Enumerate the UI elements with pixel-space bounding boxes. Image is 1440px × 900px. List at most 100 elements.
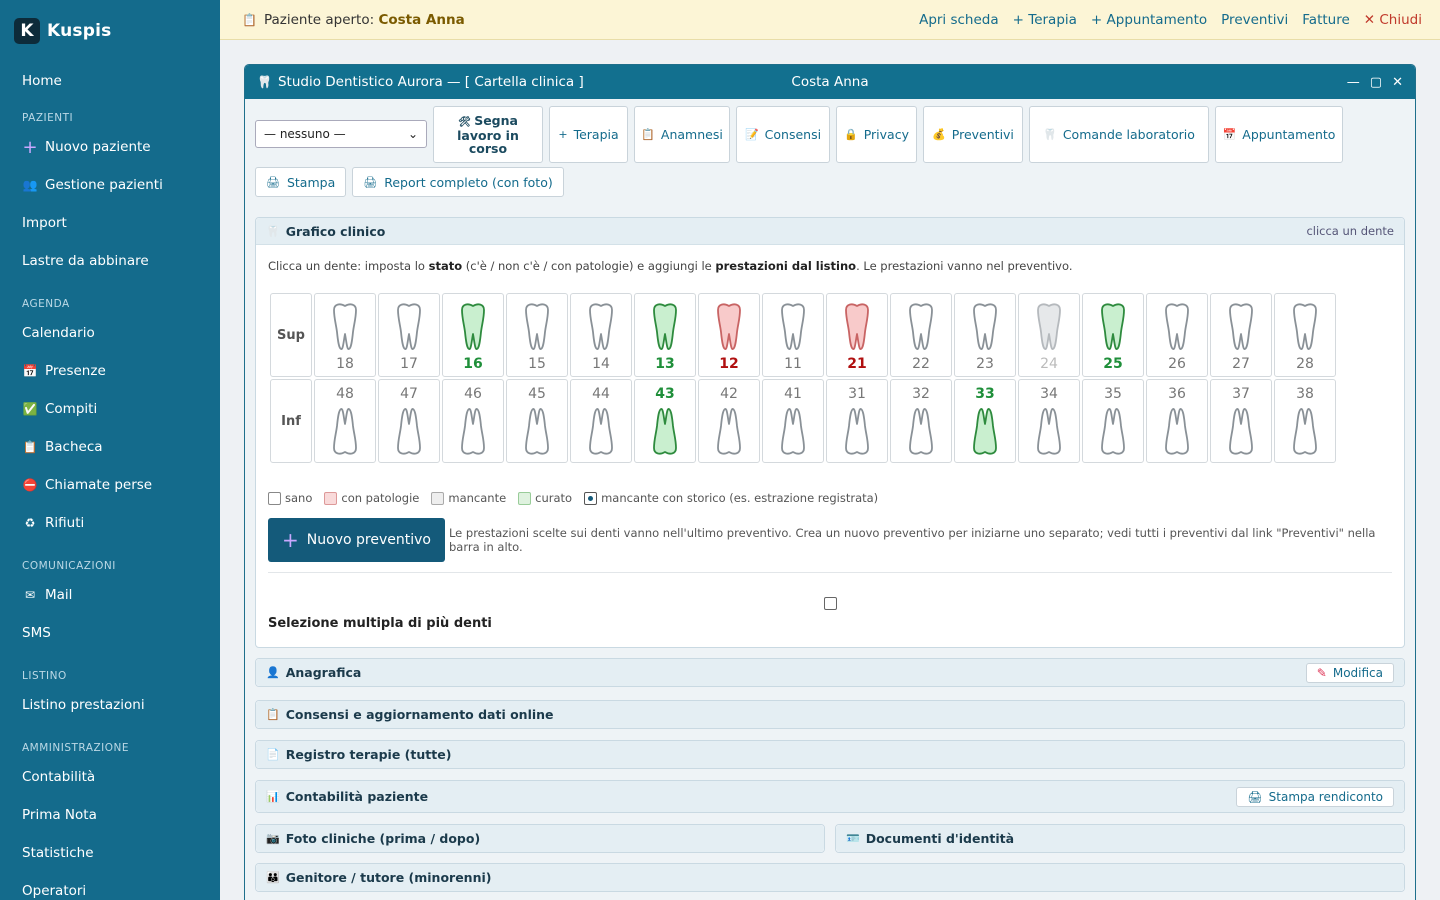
tooth-23[interactable]: 23 [954, 293, 1016, 377]
sidebar-item-label: Prima Nota [22, 807, 97, 823]
sidebar-item-import[interactable]: Import [0, 204, 220, 242]
tooth-35[interactable]: 35 [1082, 379, 1144, 463]
full-report-button[interactable]: 🖨 Report completo (con foto) [352, 167, 564, 197]
legend-label: sano [285, 491, 313, 505]
sidebar-item-prima-nota[interactable]: Prima Nota [0, 796, 220, 834]
tooth-34[interactable]: 34 [1018, 379, 1080, 463]
foto-title: Foto cliniche (prima / dopo) [285, 831, 481, 846]
tooth-31[interactable]: 31 [826, 379, 888, 463]
window-body: — nessuno — ⌄ 🛠 Segna lavoro in corso + T… [245, 99, 1415, 900]
tooth-26[interactable]: 26 [1146, 293, 1208, 377]
segna-lavoro-button[interactable]: 🛠 Segna lavoro in corso [433, 105, 543, 163]
tooth-25[interactable]: 25 [1082, 293, 1144, 377]
sidebar-item-gestione-pazienti[interactable]: 👥 Gestione pazienti [0, 166, 220, 204]
tooth-14[interactable]: 14 [570, 293, 632, 377]
tooth-16[interactable]: 16 [442, 293, 504, 377]
tooth-38[interactable]: 38 [1274, 379, 1336, 463]
maximize-icon[interactable]: ▢ [1369, 74, 1383, 90]
sidebar-item-mail[interactable]: ✉ Mail [0, 576, 220, 614]
tooth-number: 24 [1040, 356, 1058, 372]
toolbar-preventivi-button[interactable]: 💰 Preventivi [923, 105, 1023, 163]
patient-bar-link-terapia[interactable]: + Terapia [1012, 11, 1077, 28]
toolbar-terapia-button[interactable]: + Terapia [549, 105, 628, 163]
tooth-37[interactable]: 37 [1210, 379, 1272, 463]
patient-bar-link-preventivi[interactable]: Preventivi [1221, 11, 1289, 28]
tooth-27[interactable]: 27 [1210, 293, 1272, 377]
tooth-36[interactable]: 36 [1146, 379, 1208, 463]
edit-label: Modifica [1332, 665, 1383, 680]
tooth-48[interactable]: 48 [314, 379, 376, 463]
stampa-rendiconto-label: Stampa rendiconto [1268, 789, 1383, 804]
sidebar-item-rifiuti[interactable]: ♻ Rifiuti [0, 504, 220, 542]
tooth-15[interactable]: 15 [506, 293, 568, 377]
tooth-24[interactable]: 24 [1018, 293, 1080, 377]
tooth-13[interactable]: 13 [634, 293, 696, 377]
sidebar-item-home[interactable]: Home [0, 62, 220, 100]
clinical-chart-header[interactable]: 🦷 Grafico clinico clicca un dente [256, 218, 1404, 245]
toolbar-comande-laboratorio-button[interactable]: 🦷 Comande laboratorio [1029, 105, 1209, 163]
tooth-17[interactable]: 17 [378, 293, 440, 377]
toolbar-anamnesi-button[interactable]: 📋 Anamnesi [634, 105, 730, 163]
sidebar-item-statistiche[interactable]: Statistiche [0, 834, 220, 872]
tooth-33[interactable]: 33 [954, 379, 1016, 463]
tooth-45[interactable]: 45 [506, 379, 568, 463]
work-select[interactable]: — nessuno — ⌄ [255, 120, 427, 148]
tooth-12[interactable]: 12 [698, 293, 760, 377]
tooth-22[interactable]: 22 [890, 293, 952, 377]
brand[interactable]: K Kuspis [0, 0, 220, 62]
sidebar-item-bacheca[interactable]: 📋 Bacheca [0, 428, 220, 466]
tooth-43[interactable]: 43 [634, 379, 696, 463]
foto-header[interactable]: 📷 Foto cliniche (prima / dopo) [256, 825, 824, 852]
toolbar-appuntamento-button[interactable]: 📅 Appuntamento [1215, 105, 1343, 163]
tooth-42[interactable]: 42 [698, 379, 760, 463]
toolbar-button-label: Appuntamento [1242, 126, 1336, 142]
consensi-header[interactable]: 📋 Consensi e aggiornamento dati online [256, 701, 1404, 728]
dental-chart: Sup 18 17 16 15 14 13 12 11 21 22 23 24 25 26 27 28 Inf… [270, 293, 1404, 463]
tooth-18[interactable]: 18 [314, 293, 376, 377]
sidebar-item-sms[interactable]: SMS [0, 614, 220, 652]
tooth-46[interactable]: 46 [442, 379, 504, 463]
tooth-32[interactable]: 32 [890, 379, 952, 463]
close-patient-link[interactable]: ✕ Chiudi [1363, 11, 1422, 28]
upper-arch-label: Sup [270, 293, 312, 377]
sidebar-item-compiti[interactable]: ✅ Compiti [0, 390, 220, 428]
tooth-shape-icon [653, 303, 677, 350]
tooth-28[interactable]: 28 [1274, 293, 1336, 377]
sidebar-icon-mail: ✉ [24, 588, 36, 602]
toolbar-consensi-button[interactable]: 📝 Consensi [736, 105, 830, 163]
sidebar-item-lastre-da-abbinare[interactable]: Lastre da abbinare [0, 242, 220, 280]
minimize-icon[interactable]: — [1346, 74, 1360, 90]
tooth-shape-icon [781, 303, 805, 350]
clipboard-icon: 📋 [266, 708, 280, 721]
patient-bar-link-fatture[interactable]: Fatture [1302, 11, 1350, 28]
patient-bar-link-appuntamento[interactable]: + Appuntamento [1090, 11, 1208, 28]
edit-anagrafica-button[interactable]: ✎ Modifica [1305, 662, 1394, 683]
window-titlebar[interactable]: 🦷 Studio Dentistico Aurora — [ Cartella … [245, 65, 1415, 99]
multi-select-checkbox[interactable] [823, 597, 837, 610]
sidebar-item-contabilità[interactable]: Contabilità [0, 758, 220, 796]
sidebar-item-operatori[interactable]: Operatori [0, 872, 220, 900]
toolbar-privacy-button[interactable]: 🔒 Privacy [836, 105, 917, 163]
sidebar-item-calendario[interactable]: Calendario [0, 314, 220, 352]
tooth-21[interactable]: 21 [826, 293, 888, 377]
sidebar-item-presenze[interactable]: 📅 Presenze [0, 352, 220, 390]
sidebar-item-nuovo-paziente[interactable]: + Nuovo paziente [0, 128, 220, 166]
tooth-44[interactable]: 44 [570, 379, 632, 463]
tooth-number: 18 [336, 356, 354, 372]
contabilita-header[interactable]: 📊 Contabilità paziente 🖨 Stampa rendicont… [256, 781, 1404, 812]
anagrafica-header[interactable]: 👤 Anagrafica ✎ Modifica [256, 659, 1404, 686]
toolbar-preventivi-icon: 💰 [932, 127, 946, 141]
tooth-41[interactable]: 41 [762, 379, 824, 463]
close-icon[interactable]: ✕ [1392, 74, 1403, 90]
tooth-11[interactable]: 11 [762, 293, 824, 377]
new-preventivo-button[interactable]: + Nuovo preventivo [268, 518, 445, 562]
print-button[interactable]: 🖨 Stampa [255, 167, 347, 197]
patient-bar-link-apri-scheda[interactable]: Apri scheda [919, 11, 999, 28]
tooth-47[interactable]: 47 [378, 379, 440, 463]
sidebar-item-listino-prestazioni[interactable]: Listino prestazioni [0, 686, 220, 724]
stampa-rendiconto-button[interactable]: 🖨 Stampa rendiconto [1236, 786, 1394, 807]
genitore-header[interactable]: 👪 Genitore / tutore (minorenni) [256, 864, 1404, 891]
registro-header[interactable]: 📄 Registro terapie (tutte) [256, 741, 1404, 768]
sidebar-item-chiamate-perse[interactable]: ⛔ Chiamate perse [0, 466, 220, 504]
documenti-header[interactable]: 🪪 Documenti d'identità [836, 825, 1404, 852]
